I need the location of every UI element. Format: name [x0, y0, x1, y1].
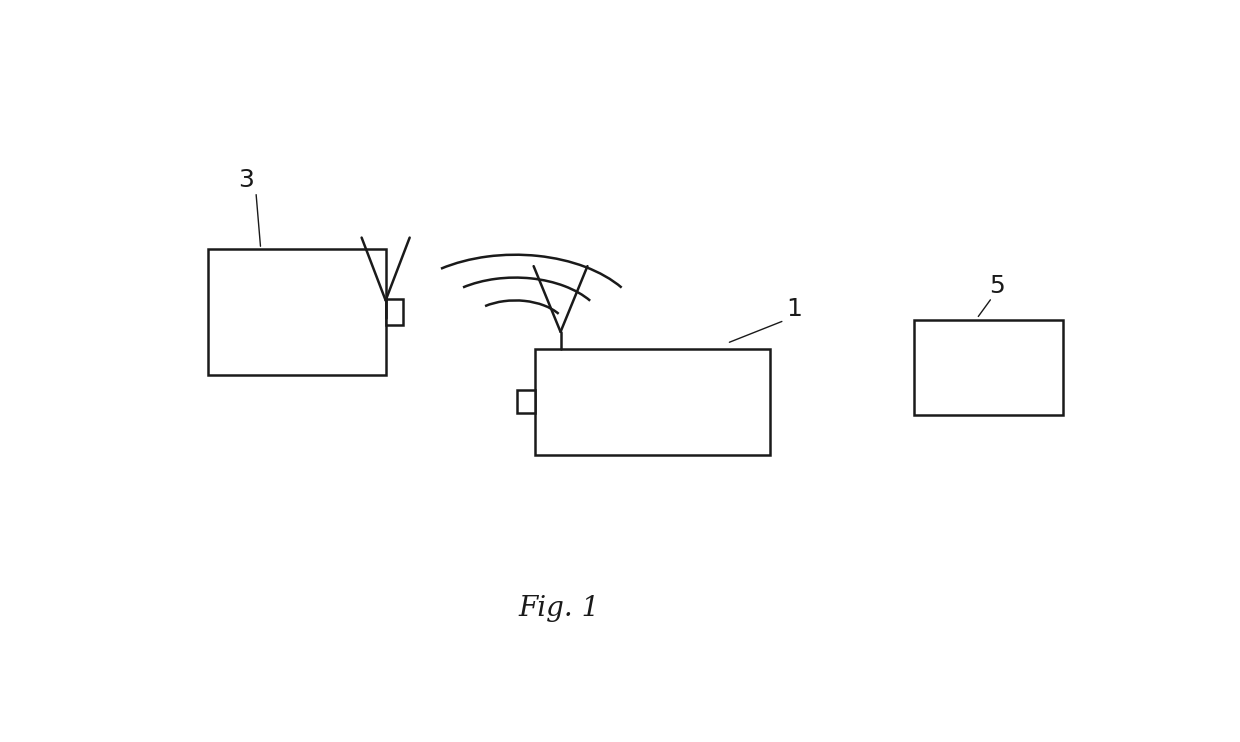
Bar [914, 321, 1063, 415]
Bar [208, 249, 386, 375]
Text: 1: 1 [786, 297, 802, 321]
Text: Fig. 1: Fig. 1 [518, 596, 599, 623]
Text: 3: 3 [238, 168, 254, 192]
Text: 5: 5 [990, 274, 1004, 298]
Bar [534, 349, 770, 455]
Bar [386, 299, 403, 325]
Bar [517, 390, 534, 413]
